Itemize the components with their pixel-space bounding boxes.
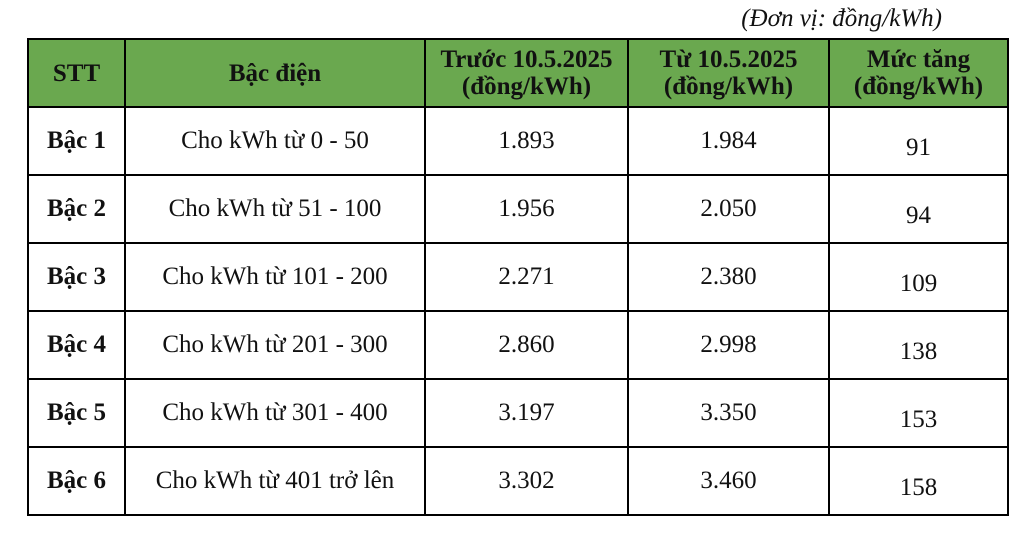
table-cell: Bậc 3 bbox=[27, 242, 126, 312]
table-cell: 3.197 bbox=[424, 378, 629, 448]
table-cell: Bậc 5 bbox=[27, 378, 126, 448]
header-line: (đồng/kWh) bbox=[461, 73, 592, 100]
table-cell: Bậc 6 bbox=[27, 446, 126, 516]
table-cell: 2.050 bbox=[627, 174, 830, 244]
table-cell: 1.956 bbox=[424, 174, 629, 244]
table-cell: 3.302 bbox=[424, 446, 629, 516]
table-row: Bậc 2 Cho kWh từ 51 - 100 1.956 2.050 94 bbox=[27, 174, 1009, 244]
header-cell: STT bbox=[27, 38, 126, 108]
table-cell: 2.860 bbox=[424, 310, 629, 380]
table-cell: Cho kWh từ 0 - 50 bbox=[124, 106, 426, 176]
table-cell: 1.893 bbox=[424, 106, 629, 176]
table-row: Bậc 4 Cho kWh từ 201 - 300 2.860 2.998 138 bbox=[27, 310, 1009, 380]
table-cell: Cho kWh từ 51 - 100 bbox=[124, 174, 426, 244]
table-cell: Cho kWh từ 201 - 300 bbox=[124, 310, 426, 380]
table-cell: 3.460 bbox=[627, 446, 830, 516]
table-row: Bậc 3 Cho kWh từ 101 - 200 2.271 2.380 109 bbox=[27, 242, 1009, 312]
table-cell: Cho kWh từ 401 trở lên bbox=[124, 446, 426, 516]
header-cell: Trước 10.5.2025 (đồng/kWh) bbox=[424, 38, 629, 108]
price-table: STT Bậc điện Trước 10.5.2025 (đồng/kWh) Từ 1… bbox=[27, 38, 1009, 516]
table-row: Bậc 5 Cho kWh từ 301 - 400 3.197 3.350 153 bbox=[27, 378, 1009, 448]
table-row: Bậc 1 Cho kWh từ 0 - 50 1.893 1.984 91 bbox=[27, 106, 1009, 176]
header-cell: Mức tăng (đồng/kWh) bbox=[828, 38, 1009, 108]
header-line: Mức tăng bbox=[866, 46, 971, 73]
header-row: STT Bậc điện Trước 10.5.2025 (đồng/kWh) Từ 1… bbox=[27, 38, 1009, 108]
header-line: (đồng/kWh) bbox=[663, 73, 794, 100]
table-cell: 2.271 bbox=[424, 242, 629, 312]
table-cell: Cho kWh từ 101 - 200 bbox=[124, 242, 426, 312]
table-cell: Bậc 4 bbox=[27, 310, 126, 380]
header-cell: Từ 10.5.2025 (đồng/kWh) bbox=[627, 38, 830, 108]
table-cell: 2.998 bbox=[627, 310, 830, 380]
table-cell: Bậc 1 bbox=[27, 106, 126, 176]
table-cell: 3.350 bbox=[627, 378, 830, 448]
header-line: Bậc điện bbox=[228, 59, 322, 87]
header-line: Trước 10.5.2025 bbox=[440, 46, 613, 73]
table-cell: Cho kWh từ 301 - 400 bbox=[124, 378, 426, 448]
table-cell: 153 bbox=[828, 378, 1009, 448]
table-cell: 158 bbox=[828, 446, 1009, 516]
table-cell: 1.984 bbox=[627, 106, 830, 176]
table-cell: 138 bbox=[828, 310, 1009, 380]
table-cell: 109 bbox=[828, 242, 1009, 312]
table-cell: Bậc 2 bbox=[27, 174, 126, 244]
table-cell: 91 bbox=[828, 106, 1009, 176]
table-row: Bậc 6 Cho kWh từ 401 trở lên 3.302 3.460 158 bbox=[27, 446, 1009, 516]
header-line: Từ 10.5.2025 bbox=[659, 46, 798, 73]
header-cell: Bậc điện bbox=[124, 38, 426, 108]
header-line: STT bbox=[52, 59, 101, 87]
unit-note: (Đơn vị: đồng/kWh) bbox=[741, 5, 942, 32]
table-cell: 94 bbox=[828, 174, 1009, 244]
header-line: (đồng/kWh) bbox=[853, 73, 984, 100]
table-cell: 2.380 bbox=[627, 242, 830, 312]
